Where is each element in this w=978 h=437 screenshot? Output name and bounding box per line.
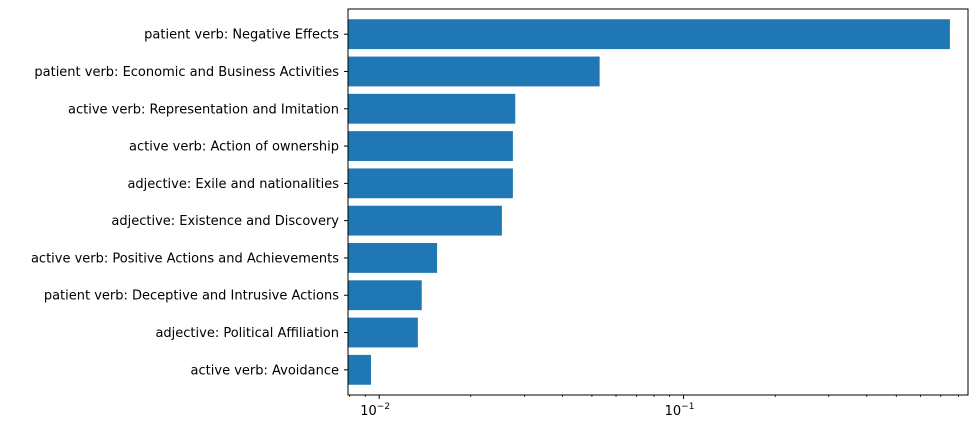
bar (348, 317, 418, 348)
category-label: active verb: Action of ownership (129, 140, 339, 155)
category-label: active verb: Avoidance (191, 363, 339, 378)
x-tick-label-exponent: −2 (377, 402, 390, 412)
x-tick-label: 10−1 (665, 402, 695, 419)
y-ticks-group (344, 33, 348, 371)
category-label: patient verb: Negative Effects (144, 28, 339, 43)
bar (348, 168, 513, 199)
bar (348, 243, 438, 273)
bars-group (348, 19, 950, 385)
category-label: active verb: Representation and Imitatio… (68, 102, 339, 117)
x-tick-label-base: 10 (360, 404, 377, 419)
category-label: adjective: Existence and Discovery (111, 214, 339, 229)
category-label: adjective: Political Affiliation (155, 326, 339, 341)
x-tick-label-exponent: −1 (681, 402, 694, 412)
bar (348, 354, 371, 385)
bar (348, 93, 516, 124)
x-tick-label: 10−2 (360, 402, 390, 419)
bar (348, 131, 513, 161)
category-label: adjective: Exile and nationalities (127, 177, 339, 192)
bar (348, 205, 502, 236)
plot-area-frame (347, 8, 969, 396)
category-label: active verb: Positive Actions and Achiev… (31, 251, 339, 266)
category-labels-group: patient verb: Negative Effects patient ve… (31, 28, 339, 379)
category-label: patient verb: Economic and Business Acti… (34, 65, 339, 80)
x-tick-label-base: 10 (665, 404, 682, 419)
bar (348, 19, 950, 50)
bar (348, 56, 600, 87)
bar (348, 280, 422, 311)
category-label: patient verb: Deceptive and Intrusive Ac… (44, 289, 339, 304)
